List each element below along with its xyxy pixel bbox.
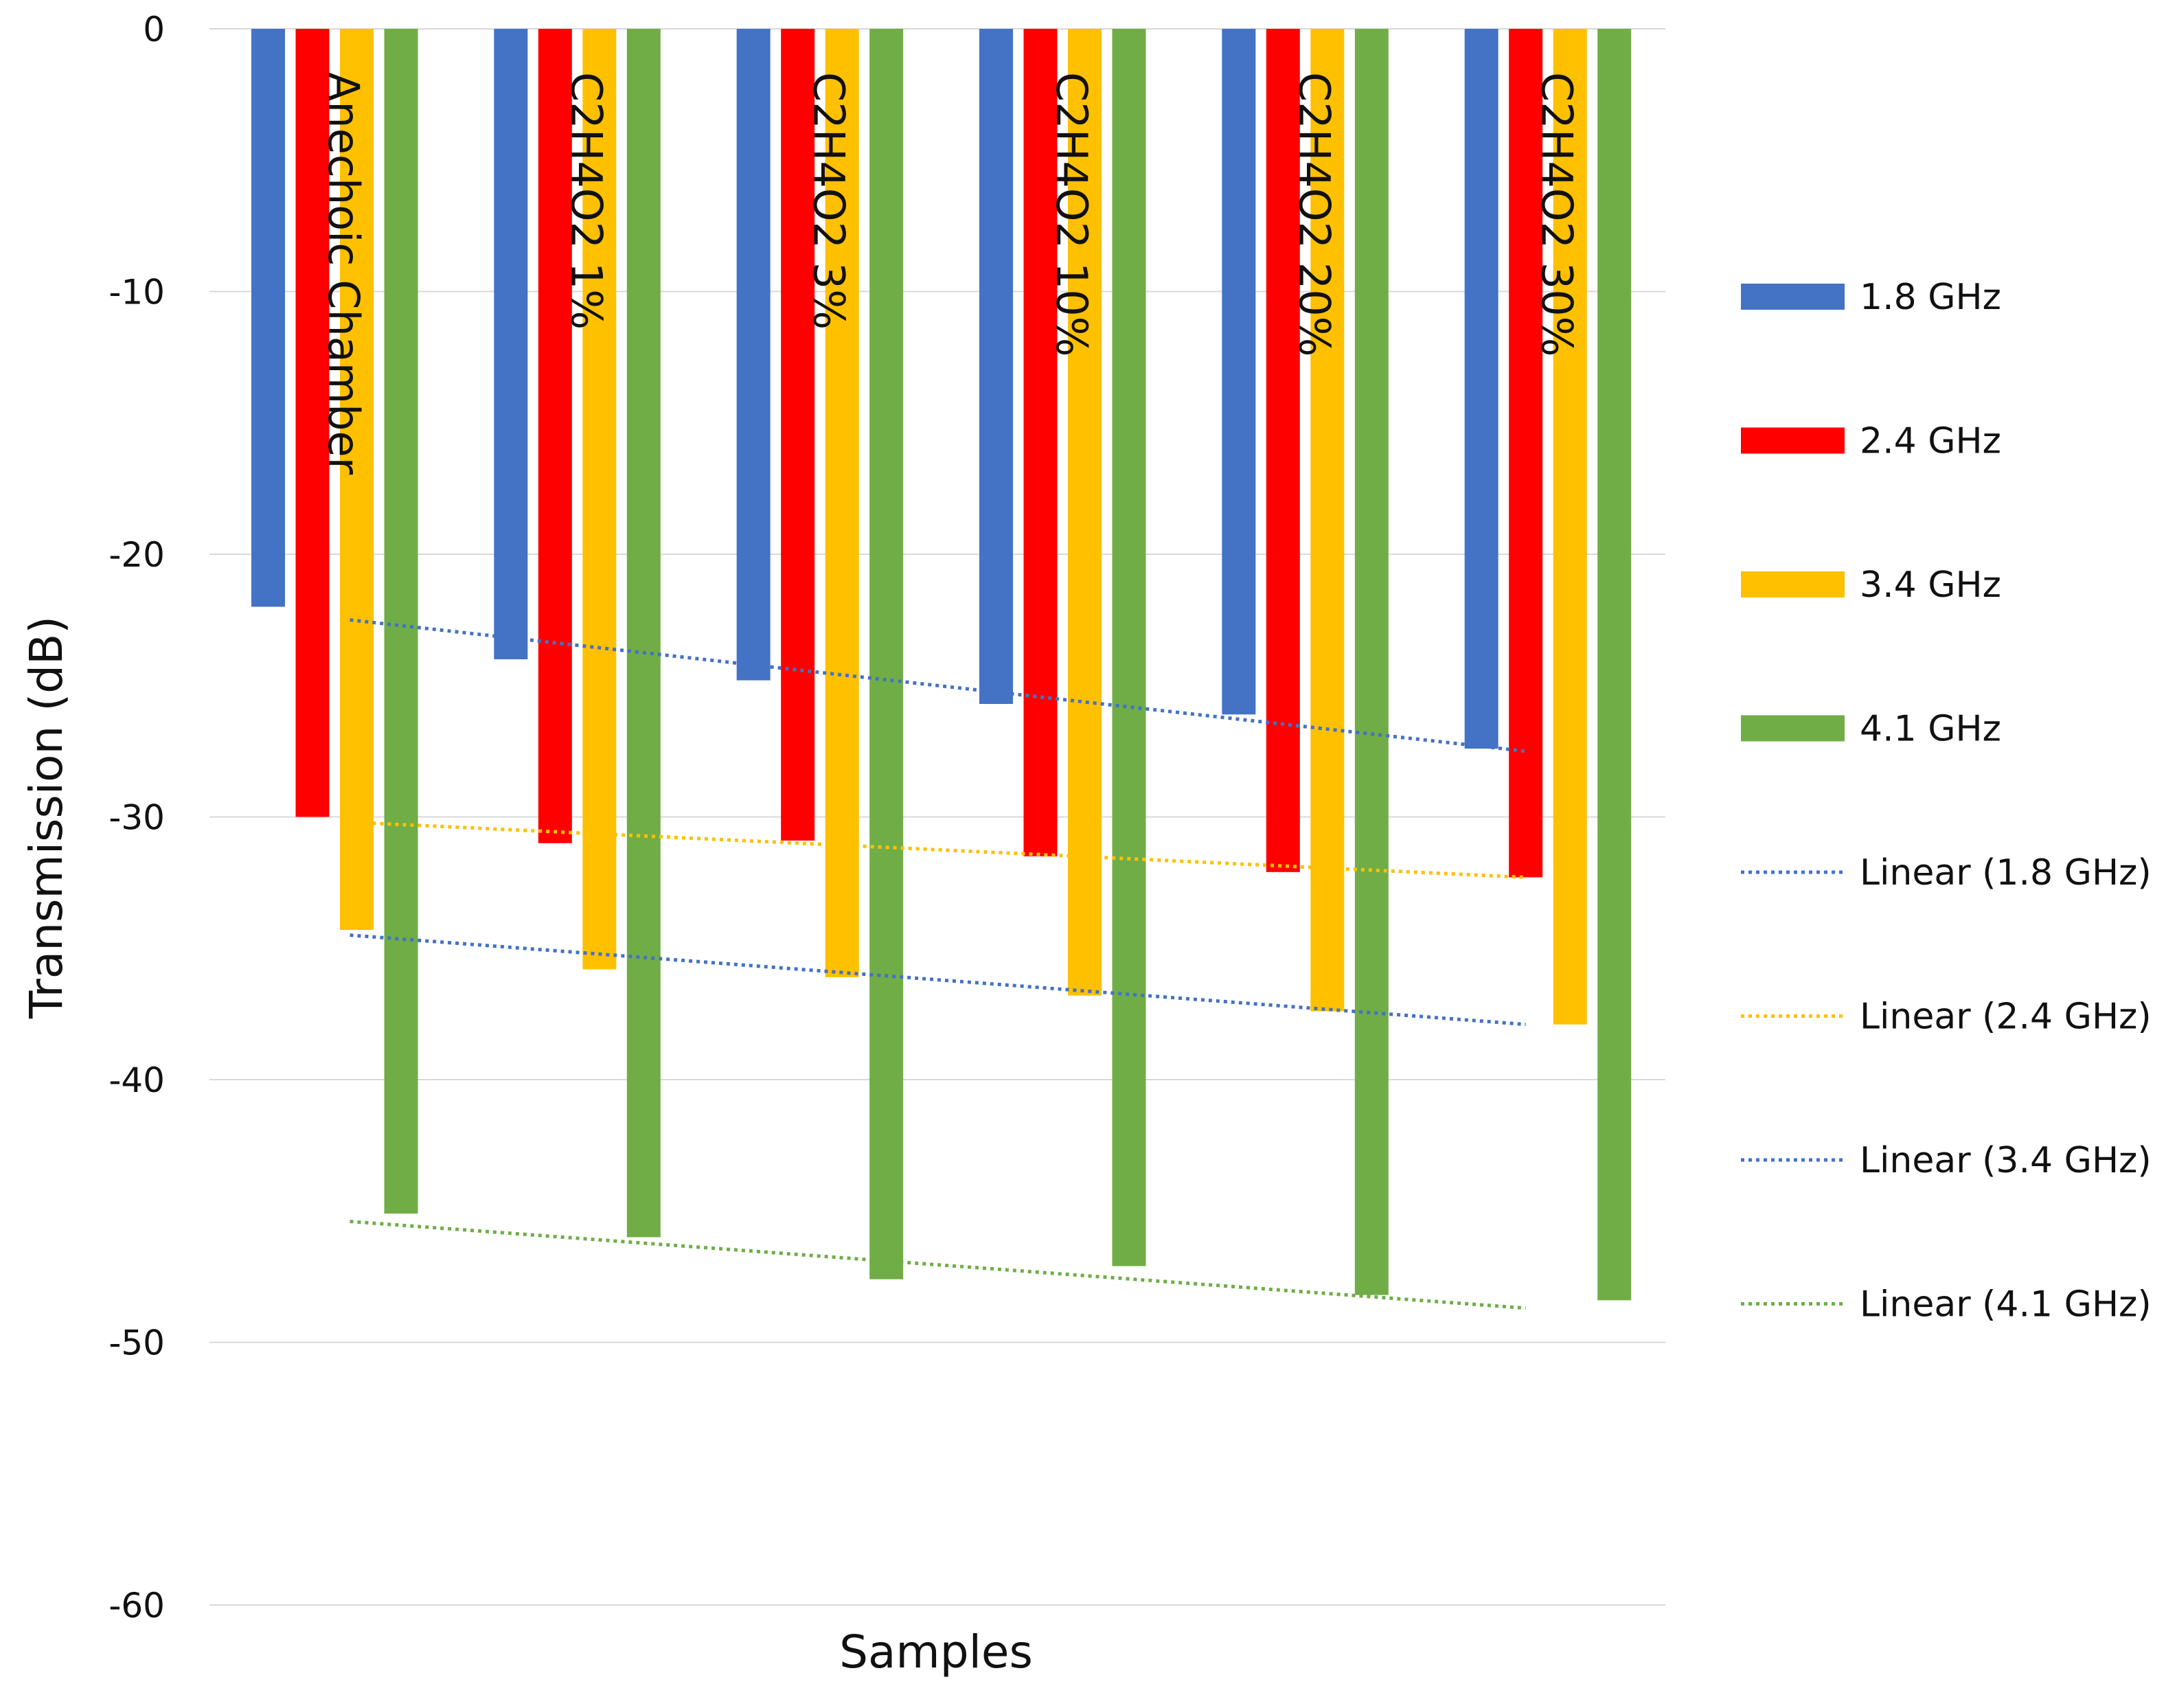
legend-swatch xyxy=(1741,427,1845,454)
bar-4-1-ghz-0 xyxy=(384,29,418,1214)
legend-label: Linear (3.4 GHz) xyxy=(1860,1140,2152,1181)
legend-label: Linear (4.1 GHz) xyxy=(1860,1284,2152,1325)
legend-swatch xyxy=(1741,284,1845,310)
bar-4-1-ghz-1 xyxy=(626,29,661,1238)
bar-3-4-ghz-4 xyxy=(1310,29,1345,1012)
trendline-0 xyxy=(350,618,1526,753)
category-label: C2H4O2 20% xyxy=(1289,72,1339,357)
bar-2-4-ghz-4 xyxy=(1266,29,1300,872)
bar-4-1-ghz-3 xyxy=(1112,29,1146,1266)
bar-3-4-ghz-5 xyxy=(1553,29,1587,1025)
legend-label: 3.4 GHz xyxy=(1860,565,2001,606)
x-axis-title: Samples xyxy=(839,1626,1033,1678)
category-label: C2H4O2 30% xyxy=(1532,72,1582,357)
y-tick-labels: 0 -10 -20 -30 -40 -50 -60 xyxy=(109,10,165,1626)
bar-1-8-ghz-0 xyxy=(251,29,285,607)
legend-swatch xyxy=(1741,571,1845,597)
trendline-2 xyxy=(350,933,1526,1027)
legend-label: Linear (2.4 GHz) xyxy=(1860,997,2152,1038)
bar-1-8-ghz-5 xyxy=(1464,29,1498,749)
legend-label: 4.1 GHz xyxy=(1860,709,2001,750)
bar-1-8-ghz-4 xyxy=(1222,29,1256,715)
category-label: C2H4O2 1% xyxy=(561,72,611,330)
legend-swatch xyxy=(1741,715,1845,742)
legend-label: 2.4 GHz xyxy=(1860,421,2001,462)
y-tick-label: -10 xyxy=(109,273,165,312)
bar-1-8-ghz-3 xyxy=(979,29,1013,705)
y-axis-title: Transmission (dB) xyxy=(20,616,73,1019)
y-tick-label: -50 xyxy=(109,1323,165,1363)
bar-2-4-ghz-3 xyxy=(1023,29,1058,856)
category-label: C2H4O2 10% xyxy=(1047,72,1097,357)
trendline-3 xyxy=(350,1220,1526,1310)
category-labels: Anechoic Chamber C2H4O2 1% C2H4O2 3% C2H4O2… xyxy=(319,72,1582,475)
gridlines xyxy=(209,28,1665,1606)
bar-4-1-ghz-2 xyxy=(869,29,904,1279)
bar-4-1-ghz-4 xyxy=(1354,29,1389,1295)
y-tick-label: -30 xyxy=(109,798,165,838)
bar-3-4-ghz-0 xyxy=(340,29,374,930)
y-tick-label: -40 xyxy=(109,1060,165,1100)
bar-2-4-ghz-5 xyxy=(1509,29,1543,878)
trendlines xyxy=(350,618,1526,1310)
bar-1-8-ghz-2 xyxy=(736,29,771,681)
legend-label: Linear (1.8 GHz) xyxy=(1860,852,2152,893)
trendline-1 xyxy=(350,820,1526,879)
category-label: Anechoic Chamber xyxy=(319,72,369,475)
y-tick-label: -60 xyxy=(109,1586,165,1626)
legend: 1.8 GHz 2.4 GHz 3.4 GHz 4.1 GHz Linear (1.8 … xyxy=(1741,277,2152,1325)
bar-1-8-ghz-1 xyxy=(494,29,528,659)
legend-label: 1.8 GHz xyxy=(1860,277,2001,318)
bar-3-4-ghz-1 xyxy=(582,29,617,970)
category-label: C2H4O2 3% xyxy=(804,72,854,330)
bar-4-1-ghz-5 xyxy=(1597,29,1632,1301)
bar-2-4-ghz-0 xyxy=(295,29,330,817)
bars xyxy=(251,29,1632,1301)
y-tick-label: -20 xyxy=(109,535,165,575)
bar-3-4-ghz-2 xyxy=(825,29,859,977)
bar-3-4-ghz-3 xyxy=(1068,29,1102,996)
bar-2-4-ghz-1 xyxy=(538,29,572,843)
bar-2-4-ghz-2 xyxy=(781,29,815,841)
y-tick-label: 0 xyxy=(143,10,165,49)
